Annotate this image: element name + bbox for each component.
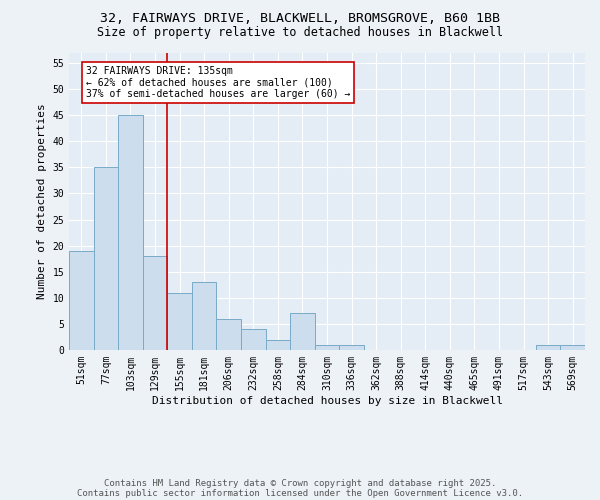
Text: Size of property relative to detached houses in Blackwell: Size of property relative to detached ho… <box>97 26 503 39</box>
Bar <box>536 345 560 350</box>
Bar <box>143 256 167 350</box>
Bar <box>315 345 339 350</box>
Bar <box>266 340 290 350</box>
X-axis label: Distribution of detached houses by size in Blackwell: Distribution of detached houses by size … <box>151 396 503 406</box>
Text: 32, FAIRWAYS DRIVE, BLACKWELL, BROMSGROVE, B60 1BB: 32, FAIRWAYS DRIVE, BLACKWELL, BROMSGROV… <box>100 12 500 26</box>
Bar <box>339 345 364 350</box>
Bar <box>241 329 266 350</box>
Bar <box>290 314 315 350</box>
Bar <box>94 168 118 350</box>
Text: 32 FAIRWAYS DRIVE: 135sqm
← 62% of detached houses are smaller (100)
37% of semi: 32 FAIRWAYS DRIVE: 135sqm ← 62% of detac… <box>86 66 350 98</box>
Bar <box>69 251 94 350</box>
Y-axis label: Number of detached properties: Number of detached properties <box>37 104 47 299</box>
Bar <box>192 282 217 350</box>
Bar <box>217 318 241 350</box>
Text: Contains HM Land Registry data © Crown copyright and database right 2025.: Contains HM Land Registry data © Crown c… <box>104 479 496 488</box>
Text: Contains public sector information licensed under the Open Government Licence v3: Contains public sector information licen… <box>77 489 523 498</box>
Bar <box>167 292 192 350</box>
Bar <box>560 345 585 350</box>
Bar <box>118 115 143 350</box>
